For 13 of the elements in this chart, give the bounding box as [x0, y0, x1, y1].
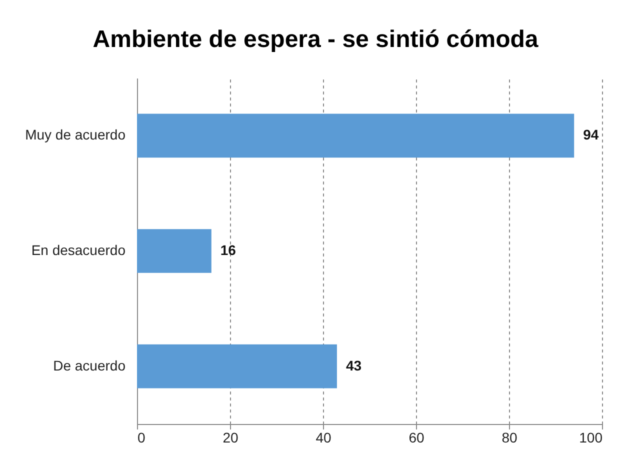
x-tick-label: 20 — [222, 430, 238, 446]
x-tick-label: 40 — [316, 430, 332, 446]
y-tick-label: Muy de acuerdo — [25, 126, 126, 143]
data-label: 16 — [220, 242, 236, 258]
x-tick-label: 80 — [502, 430, 518, 446]
x-tick-label: 100 — [579, 430, 603, 446]
y-tick-label: De acuerdo — [53, 357, 126, 374]
y-tick-label: En desacuerdo — [31, 242, 126, 258]
x-tick-label: 0 — [138, 430, 146, 446]
data-label: 94 — [583, 126, 599, 143]
x-tick-label: 60 — [408, 430, 424, 446]
chart-title: Ambiente de espera - se sintió cómoda — [92, 26, 539, 53]
data-label: 43 — [346, 357, 362, 374]
